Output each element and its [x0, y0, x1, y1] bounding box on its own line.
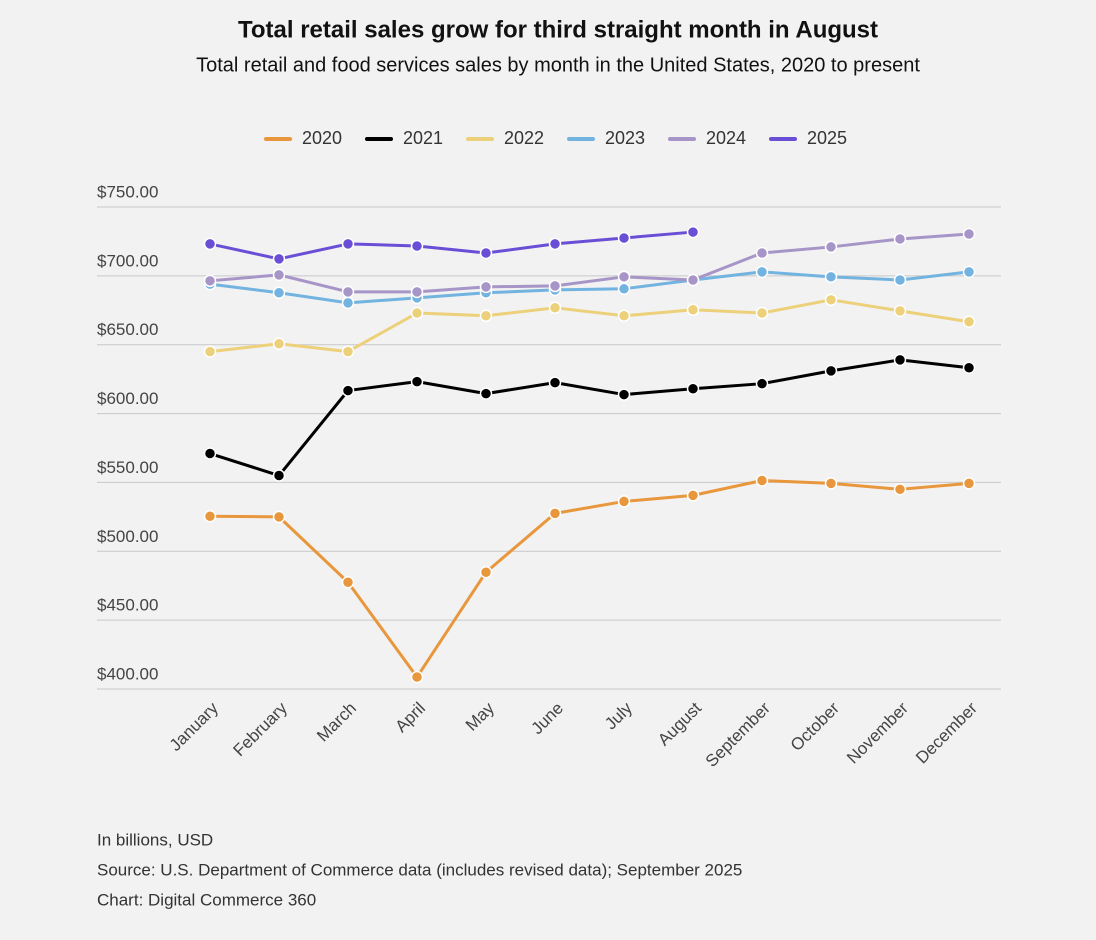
series-line: [209, 298, 970, 354]
data-point: [962, 227, 976, 241]
data-point: [203, 345, 217, 358]
series-line: [209, 232, 970, 294]
data-point: [548, 507, 562, 520]
data-point: [686, 489, 700, 502]
legend-label: 2024: [706, 128, 746, 148]
data-point: [272, 510, 286, 524]
data-point: [341, 237, 355, 251]
data-point: [410, 670, 424, 684]
data-point: [893, 232, 907, 246]
data-point: [962, 315, 976, 328]
legend-label: 2020: [302, 128, 342, 148]
data-point: [962, 265, 976, 279]
data-point: [548, 279, 562, 293]
data-point: [755, 474, 769, 487]
y-tick-label: $400.00: [97, 664, 158, 683]
legend-label: 2021: [403, 128, 443, 148]
data-point: [203, 274, 217, 288]
legend-label: 2025: [807, 128, 847, 148]
series-line: [209, 230, 694, 261]
note: Source: U.S. Department of Commerce data…: [97, 860, 742, 879]
data-point: [686, 273, 700, 287]
data-point: [203, 510, 217, 523]
data-point: [410, 285, 424, 299]
data-point: [893, 353, 907, 367]
data-point: [341, 384, 355, 397]
y-tick-label: $550.00: [97, 458, 158, 477]
y-tick-label: $700.00: [97, 251, 158, 270]
data-point: [548, 376, 562, 389]
data-point: [824, 240, 838, 254]
data-point: [686, 225, 700, 239]
data-point: [341, 285, 355, 299]
data-point: [893, 273, 907, 287]
data-point: [272, 469, 286, 482]
data-point: [617, 270, 631, 284]
data-point: [479, 280, 493, 294]
data-point: [272, 286, 286, 300]
chart-subtitle: Total retail and food services sales by …: [196, 54, 920, 76]
legend-label: 2022: [504, 128, 544, 148]
series-line: [209, 479, 970, 679]
data-point: [479, 565, 493, 579]
data-point: [617, 231, 631, 245]
data-point: [617, 388, 631, 401]
data-point: [893, 483, 907, 496]
data-point: [410, 375, 424, 388]
data-point: [962, 361, 976, 374]
data-point: [755, 377, 769, 390]
data-point: [686, 303, 700, 316]
data-point: [617, 309, 631, 323]
chart-title: Total retail sales grow for third straig…: [238, 16, 878, 43]
legend-label: 2023: [605, 128, 645, 148]
series-line: [209, 358, 970, 478]
data-point: [203, 237, 217, 251]
data-point: [755, 246, 769, 260]
data-point: [824, 364, 838, 378]
data-point: [617, 495, 631, 508]
series-line: [209, 270, 970, 305]
data-point: [203, 447, 217, 460]
y-tick-label: $450.00: [97, 596, 158, 615]
data-point: [341, 345, 355, 358]
data-point: [686, 382, 700, 396]
data-point: [479, 246, 493, 260]
data-point: [272, 252, 286, 266]
data-point: [410, 239, 424, 253]
data-point: [755, 265, 769, 279]
data-point: [824, 477, 838, 490]
data-point: [479, 309, 493, 323]
data-point: [479, 387, 493, 400]
y-tick-label: $750.00: [97, 182, 158, 201]
note: In billions, USD: [97, 830, 213, 849]
y-tick-label: $600.00: [97, 389, 158, 408]
data-point: [548, 237, 562, 251]
data-point: [410, 306, 424, 320]
data-point: [824, 270, 838, 284]
data-point: [272, 337, 286, 351]
y-tick-label: $500.00: [97, 527, 158, 546]
data-point: [824, 293, 838, 307]
data-point: [272, 268, 286, 282]
data-point: [893, 304, 907, 318]
data-point: [341, 576, 355, 589]
data-point: [755, 306, 769, 320]
data-point: [617, 282, 631, 296]
y-tick-label: $650.00: [97, 320, 158, 339]
data-point: [548, 301, 562, 315]
data-point: [962, 477, 976, 490]
data-point: [341, 296, 355, 310]
note: Chart: Digital Commerce 360: [97, 890, 316, 909]
